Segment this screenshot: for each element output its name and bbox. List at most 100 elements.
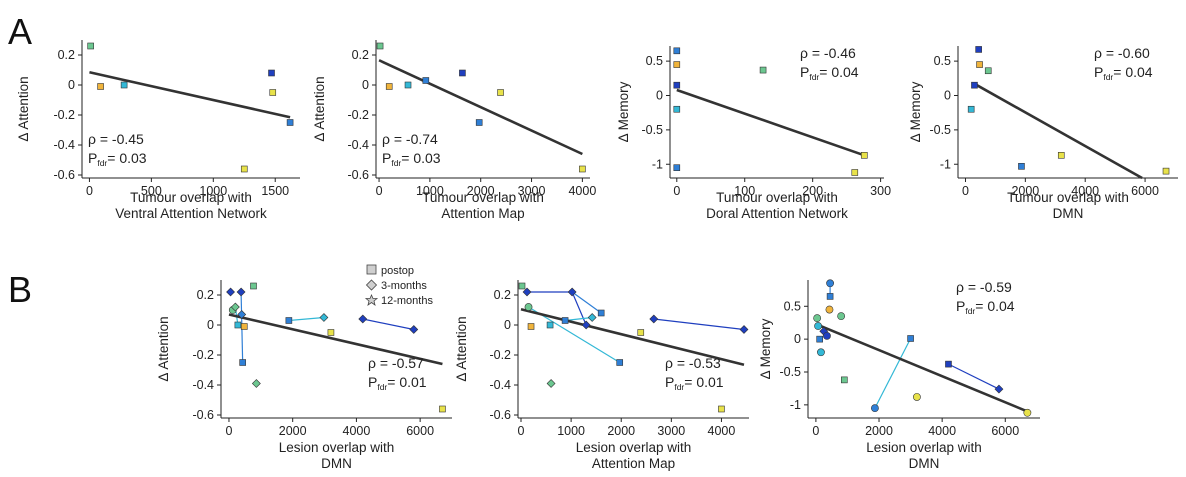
chart-3: 0 100 200 300 0.5 0 -0.5 -1 Δ Memory Tumour overl… [616, 45, 891, 221]
x-axis-label-line2: Attention Map [441, 206, 524, 221]
p-value: = 0.03 [107, 150, 147, 166]
p-label: P [382, 150, 391, 166]
x-tick-label: 2000 [865, 424, 893, 438]
data-point-square [286, 119, 294, 126]
y-tick-label: 0 [362, 78, 369, 92]
data-point-square [327, 329, 335, 336]
p-value: = 0.03 [401, 150, 441, 166]
y-tick-label: 0.2 [58, 48, 75, 62]
data-point-hexagram [826, 279, 834, 288]
chart-7: 0 2000 4000 6000 0.5 0 -0.5 -1 Δ Memory Lesion ov… [758, 279, 1040, 471]
y-tick-label: 0.2 [494, 288, 511, 302]
regression-line [228, 313, 443, 366]
trajectory-line [565, 316, 593, 322]
y-tick-label: 0 [794, 332, 801, 346]
rho-annotation: ρ = -0.53 [665, 355, 721, 371]
p-value-annotation: Pfdr= 0.01 [665, 374, 724, 392]
chart-4: 0 2000 4000 6000 0.5 0 -0.5 -1 Δ Memory Tumour ov… [908, 45, 1178, 221]
data-point-diamond [739, 325, 749, 334]
data-point-square [976, 61, 983, 68]
legend-diamond-icon [365, 279, 378, 291]
y-tick-label: 0.5 [934, 54, 951, 68]
y-axis-label: Δ Attention [312, 76, 327, 141]
p-label: P [800, 64, 809, 80]
data-point-square [816, 335, 823, 343]
regression-line [676, 88, 865, 157]
data-point-square [240, 165, 248, 173]
x-tick-label: 2000 [279, 424, 307, 438]
data-point-square [1162, 167, 1170, 175]
y-tick-label: -0.5 [779, 365, 801, 379]
x-tick-label: 1000 [557, 424, 585, 438]
data-point-square [527, 323, 535, 330]
regression-line [973, 82, 1143, 180]
legend-label-postop: postop [381, 265, 414, 277]
data-point-square [240, 323, 248, 330]
x-axis-label-line1: Tumour overlap with [422, 190, 544, 205]
p-value: = 0.01 [684, 374, 724, 390]
x-tick-label: 0 [225, 424, 232, 438]
x-axis-label-line2: Ventral Attention Network [115, 206, 267, 221]
data-point-square [718, 405, 725, 413]
p-value-annotation: Pfdr= 0.04 [956, 298, 1015, 316]
p-value-annotation: Pfdr= 0.01 [368, 374, 427, 392]
y-tick-label: 0.5 [646, 54, 663, 68]
data-point-hexagram [813, 314, 822, 323]
rho-annotation: ρ = -0.74 [382, 131, 438, 147]
x-axis-label-line1: Lesion overlap with [866, 440, 982, 455]
data-point-square [673, 105, 681, 113]
x-tick-label: 1000 [199, 184, 227, 198]
rho-annotation: ρ = -0.59 [956, 279, 1012, 295]
y-tick-label: -1 [652, 157, 663, 171]
legend-label-12-months: 12-months [381, 295, 433, 307]
x-tick-label: 0 [518, 424, 525, 438]
y-tick-label: -0.4 [489, 378, 511, 392]
data-point-square [967, 105, 975, 113]
data-point-square [546, 321, 554, 329]
data-point-square [945, 360, 952, 368]
data-point-square [234, 321, 242, 329]
x-tick-label: 4000 [1071, 184, 1099, 198]
y-tick-label: -0.4 [53, 138, 75, 152]
y-tick-label: -0.2 [347, 108, 369, 122]
y-tick-label: -1 [790, 398, 801, 412]
y-tick-label: 0 [504, 318, 511, 332]
data-point-diamond [251, 379, 261, 388]
y-tick-label: -0.6 [53, 168, 75, 182]
data-point-square [673, 61, 681, 68]
regression-line [520, 307, 745, 367]
x-tick-label: 4000 [568, 184, 596, 198]
p-value-annotation: Pfdr= 0.04 [800, 64, 859, 82]
rho-annotation: ρ = -0.60 [1094, 45, 1150, 61]
x-tick-label: 3000 [518, 184, 546, 198]
x-axis-label-line1: Tumour overlap with [716, 190, 838, 205]
data-point-square [971, 81, 978, 89]
data-point-square [87, 42, 94, 50]
data-point-square [459, 69, 466, 77]
data-point-square [851, 169, 859, 176]
x-tick-label: 1000 [416, 184, 444, 198]
x-tick-label: 2000 [1011, 184, 1039, 198]
y-tick-label: 0.2 [197, 288, 214, 302]
data-point-hexagram [825, 305, 834, 314]
y-tick-label: 0 [207, 318, 214, 332]
data-point-diamond [546, 379, 556, 388]
data-point-square [518, 282, 526, 290]
data-point-square [673, 81, 681, 89]
y-tick-label: 0 [656, 89, 663, 103]
p-subscript: fdr [1103, 72, 1113, 82]
data-point-square [120, 81, 128, 89]
y-tick-label: 0.5 [784, 299, 801, 313]
y-tick-label: -0.6 [347, 168, 369, 182]
data-point-hexagram [814, 322, 823, 330]
data-point-square [1057, 152, 1065, 159]
x-tick-label: 6000 [406, 424, 434, 438]
p-subscript: fdr [97, 158, 107, 168]
data-point-diamond [522, 287, 532, 297]
legend-star-icon [364, 293, 379, 306]
data-point-diamond [587, 313, 597, 322]
y-axis-label: Δ Attention [156, 316, 171, 381]
data-point-diamond [358, 314, 368, 324]
x-tick-label: 4000 [343, 424, 371, 438]
x-tick-label: 6000 [991, 424, 1019, 438]
